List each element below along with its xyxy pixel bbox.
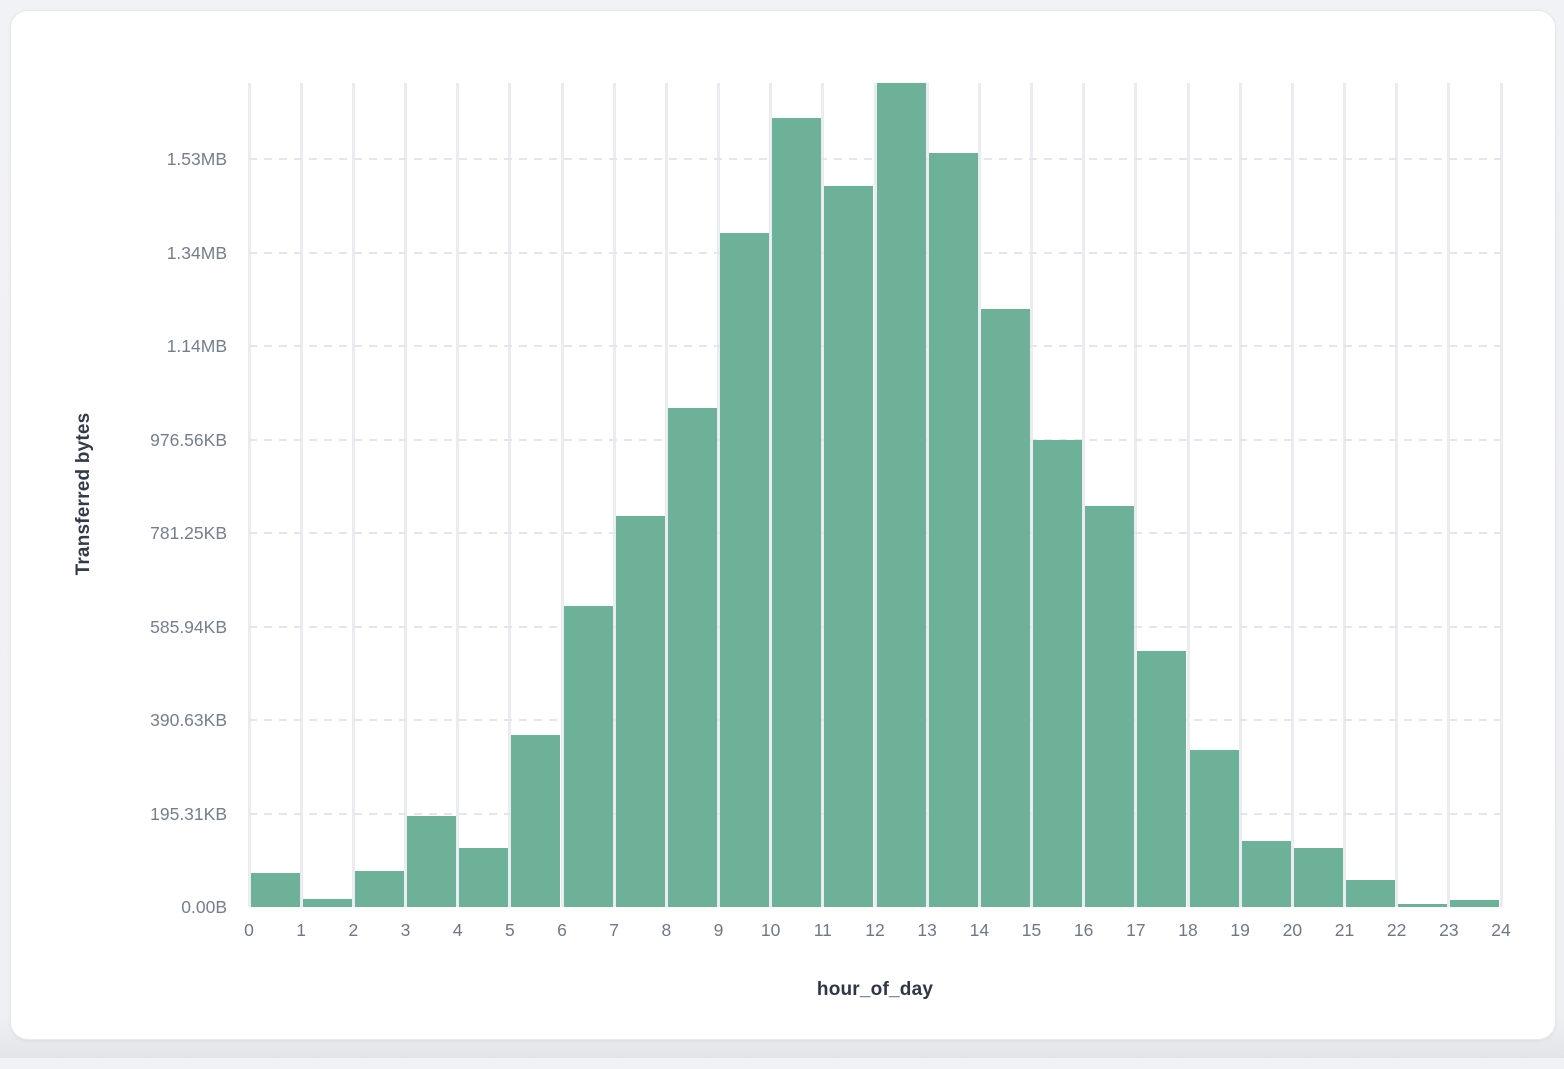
x-tick-label: 10 (760, 920, 781, 940)
vertical-gridline (560, 83, 564, 907)
histogram-bar-hour-5[interactable] (511, 734, 561, 907)
horizontal-gridline (249, 812, 1501, 815)
x-tick-label: 23 (1439, 920, 1459, 940)
histogram-bar-hour-21[interactable] (1346, 879, 1396, 907)
x-tick-label: 13 (917, 920, 937, 940)
vertical-gridline (925, 83, 929, 907)
vertical-gridline (821, 83, 825, 907)
histogram-bar-hour-6[interactable] (563, 605, 613, 907)
x-tick-label: 1 (296, 920, 307, 940)
x-tick-label: 6 (557, 920, 567, 940)
x-tick-label: 21 (1334, 920, 1355, 940)
vertical-gridline (873, 83, 877, 907)
x-tick-label: 24 (1491, 920, 1511, 940)
histogram-bar-hour-0[interactable] (250, 872, 300, 907)
y-tick-label: 1.34MB (166, 242, 227, 263)
vertical-gridline (247, 83, 251, 907)
histogram-bar-hour-3[interactable] (407, 815, 457, 907)
y-tick-label: 1.14MB (166, 336, 227, 357)
y-tick-label: 976.56KB (150, 429, 227, 450)
y-tick-label: 195.31KB (150, 803, 227, 824)
histogram-bar-hour-4[interactable] (459, 847, 509, 907)
x-tick-label: 2 (348, 920, 359, 940)
x-axis-title: hour_of_day (816, 979, 934, 1000)
y-tick-label: 585.94KB (150, 616, 227, 637)
histogram-bar-hour-10[interactable] (772, 117, 822, 907)
histogram-bar-hour-1[interactable] (302, 899, 352, 907)
vertical-gridline (404, 83, 407, 907)
vertical-gridline (1082, 83, 1086, 907)
vertical-gridline (1186, 83, 1190, 907)
histogram-bar-hour-19[interactable] (1241, 840, 1291, 907)
x-tick-label: 11 (813, 920, 832, 940)
histogram-bar-hour-11[interactable] (824, 185, 874, 907)
histogram-bar-hour-23[interactable] (1450, 900, 1500, 907)
vertical-gridline (1238, 83, 1242, 907)
vertical-gridline (1134, 83, 1138, 907)
x-tick-label: 14 (969, 920, 990, 940)
chart-card: Transferred bytes hour_of_day 0.00B 195.3… (10, 10, 1556, 1040)
y-tick-label: 390.63KB (150, 710, 227, 731)
histogram-bar-hour-7[interactable] (615, 515, 665, 907)
vertical-gridline (299, 83, 303, 907)
vertical-gridline (1030, 83, 1033, 907)
histogram-bar-hour-2[interactable] (354, 870, 404, 907)
horizontal-gridline (249, 719, 1501, 722)
vertical-gridline (664, 83, 668, 907)
y-tick-label: 781.25KB (150, 523, 227, 544)
horizontal-gridline (249, 625, 1501, 628)
vertical-gridline (351, 83, 355, 907)
vertical-gridline (1447, 83, 1451, 907)
x-tick-label: 8 (661, 920, 672, 940)
x-tick-label: 22 (1386, 920, 1407, 940)
plot-area (247, 83, 1503, 907)
histogram-bar-hour-20[interactable] (1293, 847, 1343, 907)
vertical-gridline (508, 83, 512, 907)
x-tick-label: 20 (1282, 920, 1303, 940)
vertical-gridline (1395, 83, 1399, 907)
horizontal-gridline (249, 251, 1501, 254)
horizontal-gridline (249, 532, 1501, 535)
x-tick-label: 18 (1178, 920, 1198, 940)
vertical-gridline (1290, 83, 1294, 907)
y-tick-label: 0.00B (181, 897, 227, 917)
x-tick-label: 0 (244, 920, 254, 940)
vertical-gridline (612, 83, 616, 907)
histogram-bar-hour-15[interactable] (1033, 440, 1083, 907)
histogram-bar-hour-12[interactable] (876, 83, 926, 907)
x-tick-label: 19 (1230, 920, 1250, 940)
vertical-gridline (1343, 83, 1346, 907)
x-tick-label: 17 (1126, 920, 1146, 940)
vertical-gridline (977, 83, 981, 907)
x-tick-label: 3 (400, 920, 411, 940)
histogram-bar-hour-8[interactable] (667, 407, 717, 907)
vertical-gridline (717, 83, 720, 907)
y-tick-label: 1.53MB (166, 149, 227, 170)
y-axis-tick-labels: 0.00B 195.31KB 390.63KB 585.94KB 781.25KB 976… (11, 11, 227, 1069)
histogram-bar-hour-9[interactable] (720, 232, 770, 907)
x-tick-label: 4 (452, 920, 463, 940)
horizontal-gridline (249, 438, 1501, 441)
x-tick-label: 16 (1073, 920, 1094, 940)
vertical-gridline (1499, 83, 1503, 907)
histogram-bar-hour-17[interactable] (1137, 651, 1187, 907)
x-tick-label: 7 (609, 920, 620, 940)
horizontal-gridline (249, 158, 1501, 161)
histogram-bar-hour-22[interactable] (1398, 904, 1448, 907)
vertical-gridline (456, 83, 460, 907)
x-tick-label: 12 (865, 920, 885, 940)
histogram-bar-hour-14[interactable] (980, 308, 1030, 907)
horizontal-gridline (249, 345, 1501, 348)
histogram-bar-hour-18[interactable] (1189, 749, 1239, 907)
x-tick-label: 15 (1021, 920, 1042, 940)
vertical-gridline (769, 83, 773, 907)
x-tick-label: 5 (504, 920, 515, 940)
x-tick-label: 9 (713, 920, 724, 940)
histogram-bar-hour-13[interactable] (928, 152, 978, 907)
histogram-bar-hour-16[interactable] (1085, 506, 1135, 907)
